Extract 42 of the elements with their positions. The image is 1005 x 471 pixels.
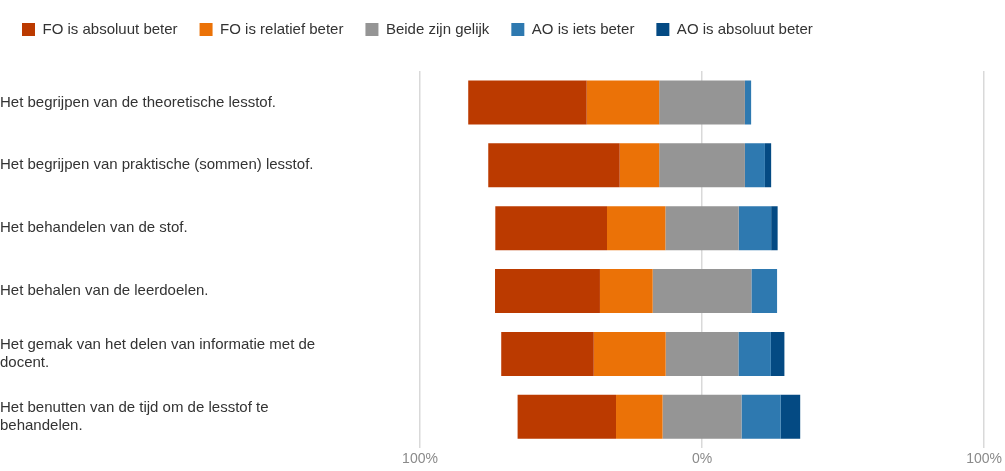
bar: [665, 331, 739, 376]
bar: [771, 206, 778, 251]
bar: [744, 80, 752, 125]
bar: [738, 206, 772, 251]
bar: [659, 80, 745, 125]
legend-label: Beide zijn gelijk: [385, 19, 490, 37]
x-tick-label: 100%: [966, 450, 1002, 467]
bar: [741, 394, 781, 439]
bar: [619, 143, 660, 188]
y-tick-label: Het behalen van de leerdoelen.: [0, 281, 209, 299]
bar: [764, 143, 772, 188]
bar: [593, 331, 666, 376]
bar: [586, 80, 660, 125]
legend-label: FO is relatief beter: [220, 19, 344, 37]
bar: [744, 143, 765, 188]
y-tick-label: Het begrijpen van de theoretische lesstof.: [0, 92, 276, 110]
bar: [468, 80, 587, 125]
bar: [616, 394, 663, 439]
y-tick-label: Het gemak van het delen van informatie met de docent.: [0, 335, 316, 371]
y-tick-label: Het behandelen van de stof.: [0, 218, 188, 236]
bar: [607, 206, 666, 251]
bar: [659, 143, 745, 188]
bar: [665, 206, 739, 251]
bar: [495, 206, 607, 251]
bar: [495, 269, 600, 314]
x-tick-label: 100%: [402, 450, 438, 467]
bar: [599, 269, 653, 314]
bar: [501, 331, 594, 376]
bar: [662, 394, 742, 439]
legend-label: AO is absoluut beter: [676, 19, 813, 37]
bar: [780, 394, 801, 439]
bar: [517, 394, 617, 439]
legend-label: FO is absoluut beter: [42, 19, 178, 37]
bar: [738, 331, 771, 376]
legend-label: AO is iets beter: [531, 19, 635, 37]
y-tick-label: Het benutten van de tijd om de lesstof te behandelen.: [0, 397, 269, 433]
bar: [751, 269, 778, 314]
bar: [488, 143, 620, 188]
bar: [770, 331, 785, 376]
x-tick-label: 0%: [691, 450, 713, 467]
bar: [652, 269, 752, 314]
y-tick-label: Het begrijpen van praktische (sommen) lesstof.: [0, 155, 314, 173]
